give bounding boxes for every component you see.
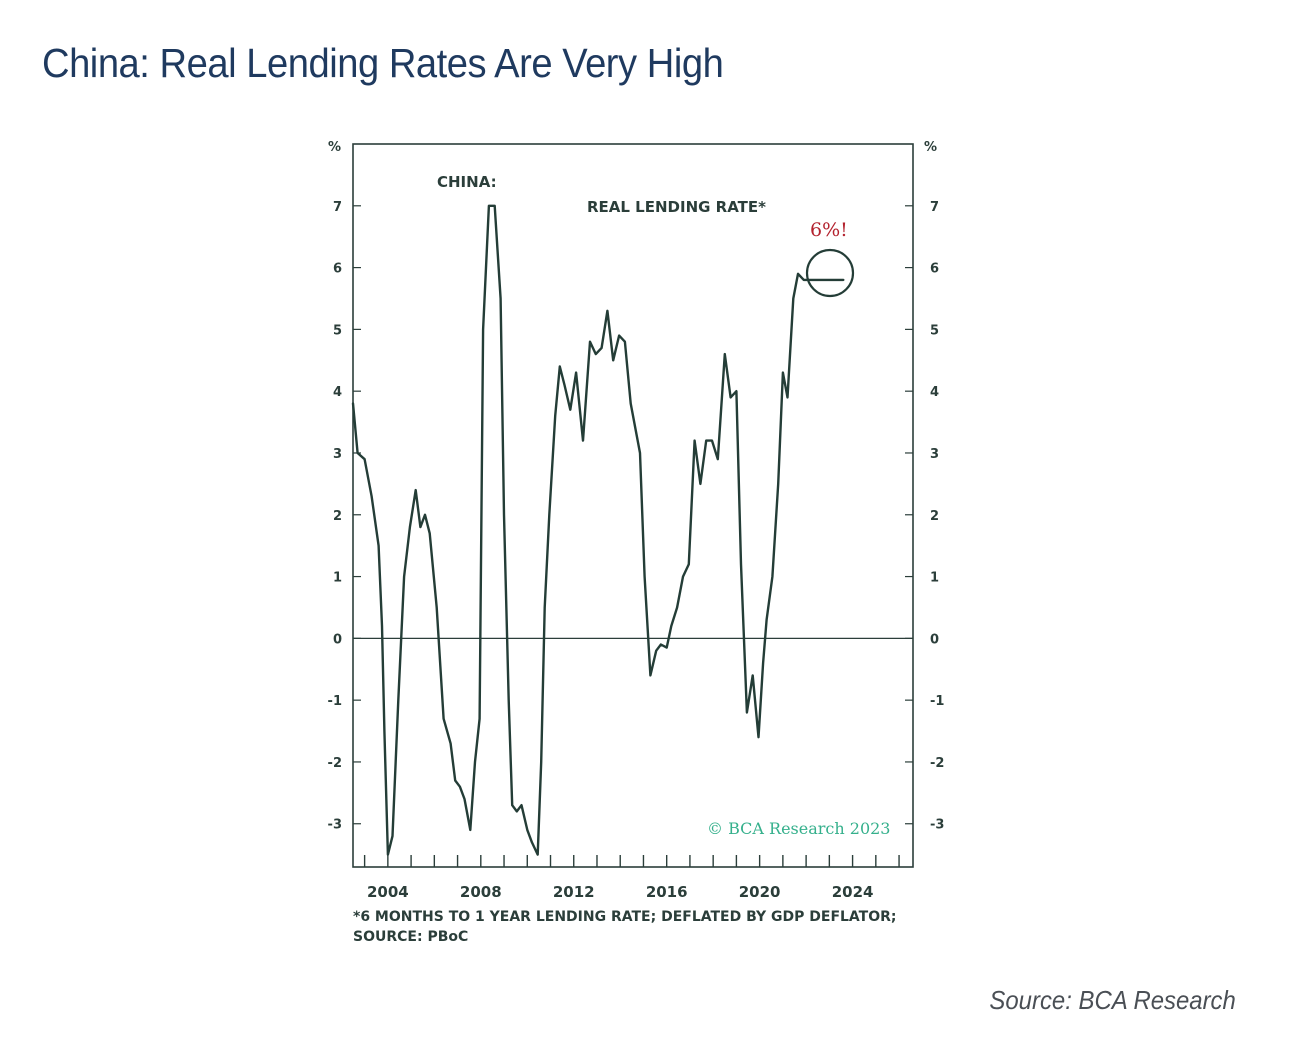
y-tick-label-right: -3 <box>930 818 944 833</box>
series-line-0 <box>351 204 845 856</box>
series-label: REAL LENDING RATE* <box>587 198 766 216</box>
callout-label: 6%! <box>810 219 848 241</box>
text-layer: CHINA: REAL LENDING RATE* 6%! © BCA Rese… <box>328 140 937 945</box>
x-tick-label: 2016 <box>646 883 688 901</box>
source-note: Source: BCA Research <box>989 985 1236 1015</box>
y-tick-label-right: 2 <box>930 509 939 524</box>
watermark: © BCA Research 2023 <box>707 819 890 838</box>
x-tick-label: 2020 <box>739 883 781 901</box>
y-tick-label-left: 7 <box>333 200 342 215</box>
y-tick-label-left: 3 <box>333 447 342 462</box>
y-tick-label-right: -1 <box>930 694 944 709</box>
y-tick-label-left: 6 <box>333 262 342 277</box>
y-unit-left: % <box>328 140 341 155</box>
y-tick-label-right: -2 <box>930 756 944 771</box>
y-tick-label-right: 5 <box>930 323 939 338</box>
y-tick-label-right: 4 <box>930 385 939 400</box>
series-layer <box>351 204 845 856</box>
y-tick-label-left: -1 <box>328 694 342 709</box>
x-tick-label: 2012 <box>553 883 595 901</box>
x-tick-label: 2004 <box>367 883 409 901</box>
y-tick-label-right: 7 <box>930 200 939 215</box>
page-title: China: Real Lending Rates Are Very High <box>42 40 724 86</box>
x-tick-label: 2008 <box>460 883 502 901</box>
footnote-line2: SOURCE: PBoC <box>353 929 468 945</box>
y-tick-label-left: 5 <box>333 323 342 338</box>
x-tick-label: 2024 <box>832 883 874 901</box>
callout-circle <box>805 248 855 298</box>
y-tick-label-left: -3 <box>328 818 342 833</box>
axis-layer: -3 -3 -2 -2 -1 -1 0 0 1 1 2 2 3 3 4 4 5 5 6 6 7 7 2004 2008 2012… <box>328 143 944 901</box>
y-tick-label-left: 1 <box>333 571 342 586</box>
y-tick-label-right: 3 <box>930 447 939 462</box>
panel-title: CHINA: <box>437 173 497 191</box>
y-tick-label-left: 4 <box>333 385 342 400</box>
y-tick-label-left: 0 <box>333 632 342 647</box>
y-unit-right: % <box>924 140 937 155</box>
y-tick-label-right: 1 <box>930 571 939 586</box>
y-tick-label-left: -2 <box>328 756 342 771</box>
y-tick-label-left: 2 <box>333 509 342 524</box>
footnote-line1: *6 MONTHS TO 1 YEAR LENDING RATE; DEFLAT… <box>353 909 897 925</box>
plot-frame <box>352 143 914 868</box>
y-tick-label-right: 0 <box>930 632 939 647</box>
y-tick-label-right: 6 <box>930 262 939 277</box>
